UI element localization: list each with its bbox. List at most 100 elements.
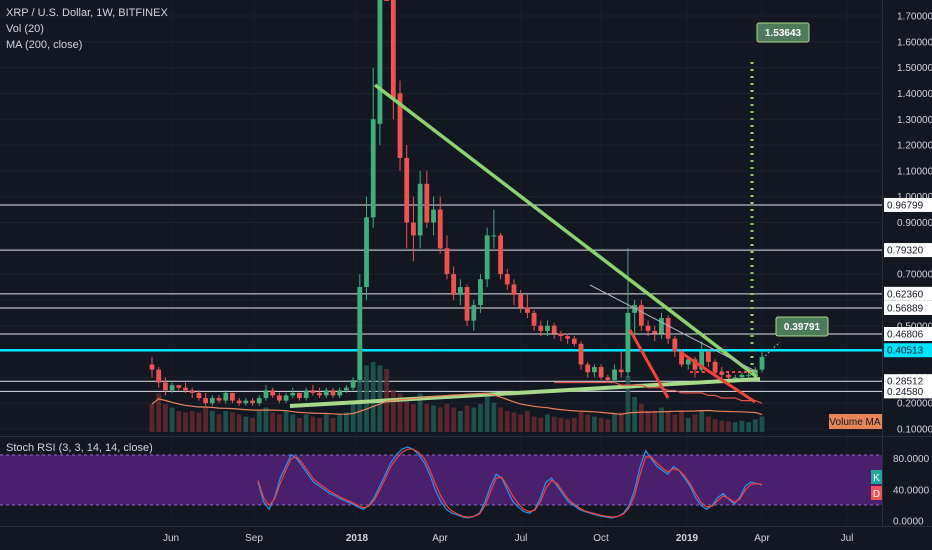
candle-body[interactable] xyxy=(504,274,510,285)
candle-body[interactable] xyxy=(243,400,249,404)
candle-body[interactable] xyxy=(236,400,242,404)
candle-body[interactable] xyxy=(478,279,483,306)
candle-body[interactable] xyxy=(524,307,530,313)
candle-body[interactable] xyxy=(679,351,684,365)
candle-body[interactable] xyxy=(739,374,745,378)
candle-body[interactable] xyxy=(498,235,503,275)
candle-body[interactable] xyxy=(618,369,624,373)
candle-body[interactable] xyxy=(598,367,604,378)
candle-body[interactable] xyxy=(330,390,336,396)
candle-body[interactable] xyxy=(632,305,638,313)
candle-body[interactable] xyxy=(444,248,450,275)
trend-drawings[interactable] xyxy=(289,58,781,408)
candle-body[interactable] xyxy=(699,351,705,370)
candle-body[interactable] xyxy=(685,359,691,365)
candle-body[interactable] xyxy=(256,398,262,404)
candle-body[interactable] xyxy=(163,382,168,391)
candle-body[interactable] xyxy=(230,392,235,401)
candle-body[interactable] xyxy=(390,0,396,99)
candle-body[interactable] xyxy=(545,325,550,331)
stoch-rsi-panel[interactable] xyxy=(0,446,882,519)
candle-body[interactable] xyxy=(612,369,617,380)
time-axis[interactable]: Jun Sep 2018 Apr Jul Oct 2019 Apr Jul xyxy=(163,533,853,544)
candle-body[interactable] xyxy=(551,325,557,334)
candle-body[interactable] xyxy=(625,312,631,373)
candle-body[interactable] xyxy=(471,305,477,321)
candle-body[interactable] xyxy=(732,377,738,379)
candle-body[interactable] xyxy=(645,325,651,331)
candle-body[interactable] xyxy=(357,287,363,380)
candle-body[interactable] xyxy=(437,209,443,249)
candle-body[interactable] xyxy=(705,351,711,362)
candle-body[interactable] xyxy=(323,390,329,396)
candle-body[interactable] xyxy=(511,284,517,295)
candle-body[interactable] xyxy=(250,400,255,404)
descending-trendline[interactable] xyxy=(373,83,759,379)
candle-body[interactable] xyxy=(538,325,544,331)
candle-body[interactable] xyxy=(464,287,470,321)
candle-body[interactable] xyxy=(692,359,698,370)
stoch-axis[interactable]: 80.0000 40.0000 0.0000 xyxy=(893,454,930,527)
candle-body[interactable] xyxy=(209,398,215,404)
candle-body[interactable] xyxy=(370,119,376,218)
candle-body[interactable] xyxy=(216,398,222,401)
volume-indicator-label[interactable]: Vol (20) xyxy=(6,23,44,35)
candle-body[interactable] xyxy=(759,356,765,370)
candle-body[interactable] xyxy=(364,217,369,288)
candle-body[interactable] xyxy=(746,374,751,376)
candle-body[interactable] xyxy=(726,374,731,378)
candle-body[interactable] xyxy=(531,312,537,326)
candle-body[interactable] xyxy=(283,395,289,401)
candle-body[interactable] xyxy=(484,235,490,280)
candle-body[interactable] xyxy=(317,392,322,396)
candle-body[interactable] xyxy=(411,222,416,236)
candle-body[interactable] xyxy=(337,390,343,396)
red-arrow-2[interactable] xyxy=(679,350,756,404)
candle-body[interactable] xyxy=(578,343,584,365)
candle-body[interactable] xyxy=(343,387,349,391)
candle-body[interactable] xyxy=(424,183,430,223)
candle-body[interactable] xyxy=(290,392,296,396)
candle-body[interactable] xyxy=(592,367,597,373)
candle-body[interactable] xyxy=(149,364,155,370)
candle-body[interactable] xyxy=(638,305,644,326)
candle-body[interactable] xyxy=(518,294,524,308)
candle-body[interactable] xyxy=(263,390,269,399)
candle-body[interactable] xyxy=(451,274,457,295)
stoch-rsi-title[interactable]: Stoch RSI (3, 3, 14, 14, close) xyxy=(6,442,153,454)
candle-body[interactable] xyxy=(571,338,577,344)
candle-body[interactable] xyxy=(665,318,671,339)
candle-body[interactable] xyxy=(156,369,162,383)
candle-body[interactable] xyxy=(223,392,229,401)
candle-body[interactable] xyxy=(585,364,591,373)
candlesticks[interactable] xyxy=(149,0,765,406)
candle-body[interactable] xyxy=(431,209,436,223)
candle-body[interactable] xyxy=(565,336,571,339)
candle-body[interactable] xyxy=(404,157,410,223)
candle-body[interactable] xyxy=(310,390,316,393)
candle-body[interactable] xyxy=(752,369,758,375)
candle-body[interactable] xyxy=(303,390,309,399)
candle-body[interactable] xyxy=(417,183,423,236)
candle-body[interactable] xyxy=(203,398,209,404)
candle-body[interactable] xyxy=(183,387,188,391)
minor-trendline[interactable] xyxy=(589,284,758,373)
candle-body[interactable] xyxy=(297,392,302,399)
candle-body[interactable] xyxy=(270,390,276,396)
candle-body[interactable] xyxy=(605,377,611,380)
candle-body[interactable] xyxy=(276,395,282,401)
candle-body[interactable] xyxy=(397,93,403,158)
candle-body[interactable] xyxy=(491,235,497,237)
candle-body[interactable] xyxy=(350,379,356,388)
candle-body[interactable] xyxy=(652,330,658,334)
candle-body[interactable] xyxy=(558,333,564,337)
candle-body[interactable] xyxy=(196,392,202,399)
candle-body[interactable] xyxy=(457,287,463,295)
candle-body[interactable] xyxy=(377,0,383,124)
candle-body[interactable] xyxy=(169,385,175,391)
candle-body[interactable] xyxy=(384,0,390,1)
red-arrow-1[interactable] xyxy=(628,329,670,399)
candle-body[interactable] xyxy=(189,390,195,393)
candle-body[interactable] xyxy=(659,318,664,334)
